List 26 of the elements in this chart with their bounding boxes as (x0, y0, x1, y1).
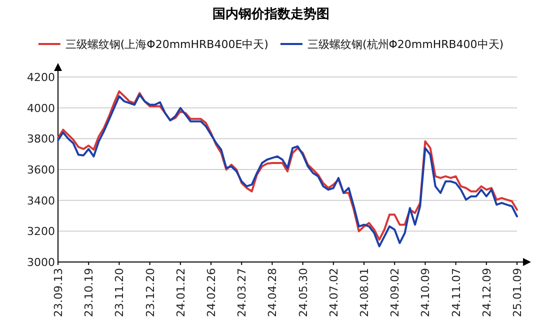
x-tick-label: 24.11.07 (450, 268, 463, 317)
x-tick-label: 24.01.22 (174, 268, 188, 317)
x-tick-label: 25.01.09 (511, 268, 524, 317)
x-tick-label: 23.10.19 (82, 268, 96, 317)
chart-title: 国内钢价指数走势图 (212, 6, 330, 22)
x-tick-label: 24.09.02 (388, 268, 402, 317)
legend-label: 三级螺纹钢(杭州Φ20mmHRB400中天) (307, 38, 504, 51)
y-tick-label: 4200 (27, 71, 55, 84)
x-tick-label: 24.04.28 (266, 268, 280, 317)
x-tick-label: 23.11.20 (113, 268, 126, 317)
x-tick-label: 24.02.26 (205, 268, 218, 317)
y-tick-label: 3000 (27, 256, 55, 269)
x-tick-label: 24.07.02 (327, 268, 340, 317)
y-tick-label: 3400 (27, 194, 55, 208)
y-tick-label: 3200 (27, 225, 55, 238)
x-tick-label: 23.12.20 (144, 268, 157, 317)
x-tick-label: 24.10.09 (419, 268, 432, 317)
x-tick-label: 24.08.01 (358, 268, 371, 317)
x-tick-label: 23.09.13 (52, 268, 65, 317)
y-tick-label: 3800 (27, 132, 55, 146)
y-tick-label: 4000 (27, 102, 55, 115)
x-tick-label: 24.05.30 (296, 268, 310, 317)
y-tick-label: 3600 (27, 164, 55, 176)
x-tick-label: 24.03.27 (236, 268, 249, 317)
legend-label: 三级螺纹钢(上海Φ20mmHRB400E中天) (65, 38, 268, 51)
x-tick-label: 24.12.09 (480, 268, 494, 317)
